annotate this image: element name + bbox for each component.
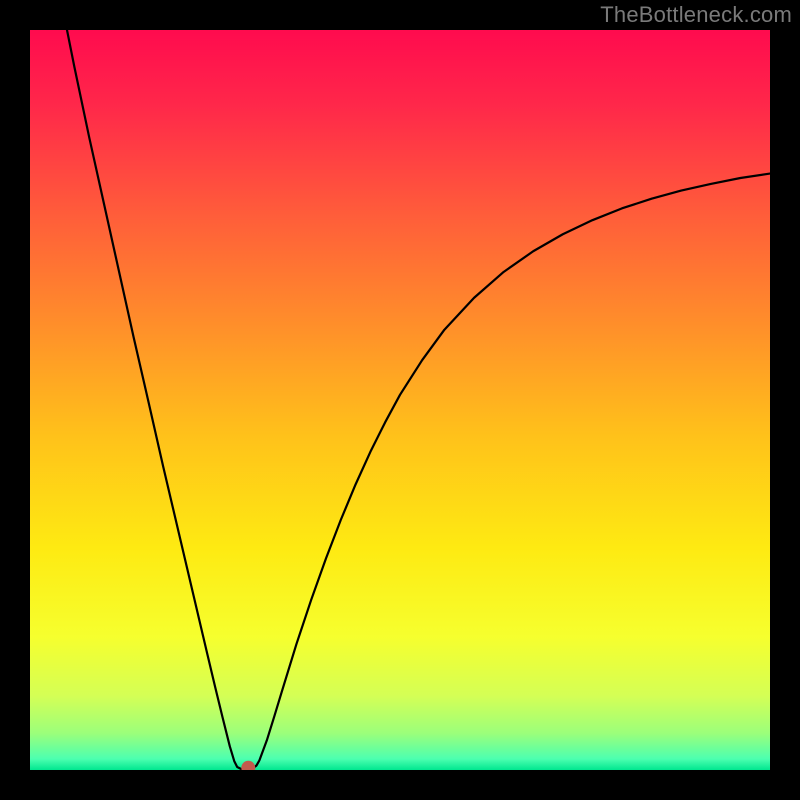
figure-frame: TheBottleneck.com <box>0 0 800 800</box>
plot-area <box>30 30 770 770</box>
watermark-text: TheBottleneck.com <box>600 2 792 28</box>
chart-svg <box>30 30 770 770</box>
gradient-background <box>30 30 770 770</box>
